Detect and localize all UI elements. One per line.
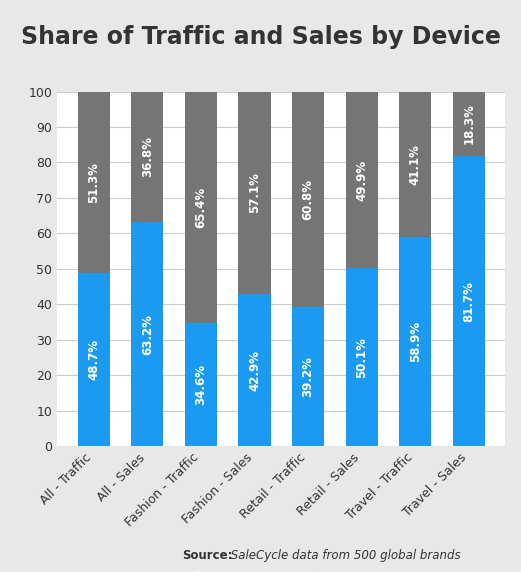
Text: 39.2%: 39.2% — [302, 356, 315, 397]
Bar — [185, 323, 217, 446]
Bar — [345, 92, 378, 268]
Text: 57.1%: 57.1% — [248, 172, 261, 213]
Text: 58.9%: 58.9% — [409, 321, 422, 362]
Bar — [185, 92, 217, 323]
Bar — [345, 268, 378, 446]
Text: 49.9%: 49.9% — [355, 160, 368, 201]
Text: 34.6%: 34.6% — [194, 364, 207, 406]
Text: 65.4%: 65.4% — [194, 187, 207, 228]
Text: 63.2%: 63.2% — [141, 313, 154, 355]
Text: 60.8%: 60.8% — [302, 179, 315, 220]
Bar — [453, 92, 485, 156]
Bar — [131, 222, 164, 446]
Bar — [78, 92, 110, 273]
Bar — [399, 92, 431, 237]
Legend: Desktop, Mobile: Desktop, Mobile — [174, 567, 389, 572]
Bar — [453, 156, 485, 446]
Text: Source:: Source: — [182, 549, 233, 562]
Bar — [399, 237, 431, 446]
Text: 81.7%: 81.7% — [463, 281, 476, 321]
Text: 18.3%: 18.3% — [463, 104, 476, 144]
Bar — [131, 92, 164, 222]
Text: 50.1%: 50.1% — [355, 337, 368, 378]
Text: 48.7%: 48.7% — [87, 339, 100, 380]
Text: 41.1%: 41.1% — [409, 144, 422, 185]
Text: 51.3%: 51.3% — [87, 162, 100, 203]
Bar — [239, 92, 270, 294]
Bar — [292, 92, 324, 307]
Bar — [239, 294, 270, 446]
Text: Share of Traffic and Sales by Device: Share of Traffic and Sales by Device — [20, 25, 501, 49]
Bar — [78, 273, 110, 446]
Bar — [292, 307, 324, 446]
Text: 36.8%: 36.8% — [141, 136, 154, 177]
Text: 42.9%: 42.9% — [248, 349, 261, 391]
Text: SaleCycle data from 500 global brands: SaleCycle data from 500 global brands — [227, 549, 460, 562]
